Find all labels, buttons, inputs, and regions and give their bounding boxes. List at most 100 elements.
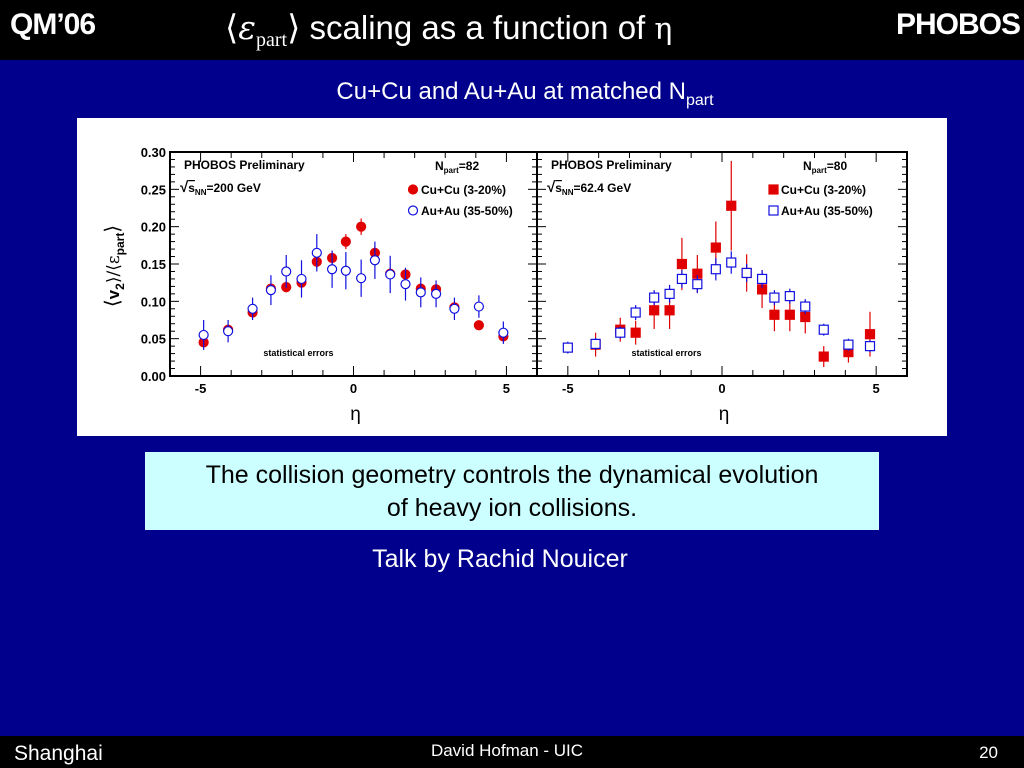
x-tick-label: 0 — [718, 381, 725, 396]
title-eta: η — [654, 12, 673, 47]
ylabel-v-sub: 2 — [113, 283, 127, 290]
data-point — [223, 326, 234, 337]
data-point — [818, 351, 829, 362]
data-point — [649, 305, 660, 316]
subtitle-sub: part — [685, 91, 714, 109]
data-point — [800, 301, 811, 312]
data-point — [692, 279, 703, 290]
energy-value: =62.4 GeV — [573, 181, 631, 195]
energy-s: s — [188, 181, 195, 195]
panel-label: PHOBOS Preliminary — [184, 158, 305, 172]
data-point — [562, 342, 573, 353]
data-point — [265, 285, 277, 296]
npart-label: Npart=82 — [435, 159, 479, 175]
panel-1: -5 0 5 0.00 0.05 0.10 0.15 0.20 0.25 0.30 η PHOBOS … — [100, 145, 538, 425]
legend-label: Cu+Cu (3-20%) — [421, 183, 506, 197]
y-axis-label: ⟨v2⟩/⟨εpart⟩ — [100, 225, 127, 307]
title-subscript: part — [255, 29, 288, 51]
npart-value: =82 — [459, 159, 480, 173]
data-point — [769, 292, 780, 303]
data-point — [385, 269, 396, 280]
ylabel-v: v — [104, 289, 123, 299]
legend-marker — [768, 184, 779, 195]
data-point — [756, 273, 768, 285]
legend-label: Au+Au (35-50%) — [421, 204, 513, 218]
y-tick-label: 0.20 — [141, 220, 166, 235]
data-point — [296, 273, 307, 285]
data-point — [498, 327, 509, 338]
data-point — [400, 279, 411, 290]
x-axis-label: η — [719, 404, 730, 425]
title-close-bracket: ⟩ — [287, 8, 301, 48]
data-point — [784, 291, 795, 302]
data-point — [356, 273, 367, 284]
legend-label: Cu+Cu (3-20%) — [781, 183, 866, 197]
data-point — [726, 200, 737, 211]
data-point — [615, 327, 626, 338]
npart-value: =80 — [827, 159, 848, 173]
slide-title: ⟨εpart⟩ scaling as a function of η — [225, 8, 672, 52]
npart-n: N — [803, 159, 812, 173]
data-point — [664, 288, 675, 299]
data-point — [726, 257, 737, 268]
title-text: scaling as a function of — [300, 9, 655, 46]
x-tick-label: 0 — [350, 381, 357, 396]
ylabel-bracket: ⟨ — [100, 299, 124, 307]
energy-root: √ — [180, 179, 189, 196]
x-tick-label: -5 — [562, 381, 574, 396]
footer-location: Shanghai — [14, 742, 103, 765]
data-point — [281, 266, 292, 277]
data-point — [864, 329, 876, 340]
title-open-bracket: ⟨ — [225, 8, 239, 48]
data-point — [676, 273, 688, 285]
ylabel-epsilon: ε — [104, 255, 124, 264]
legend-marker — [407, 184, 419, 195]
experiment-label: PHOBOS — [895, 8, 1021, 41]
data-point — [473, 320, 484, 331]
footer-bar: Shanghai David Hofman - UIC 20 — [0, 736, 1024, 768]
figure-chart: -5 0 5 0.00 0.05 0.10 0.15 0.20 0.25 0.30 η PHOBOS … — [100, 145, 908, 425]
npart-n: N — [435, 159, 444, 173]
slide-subtitle: Cu+Cu and Au+Au at matched Npart — [0, 78, 1024, 110]
conference-label: QM’06 — [10, 8, 96, 41]
data-point — [590, 338, 601, 349]
data-point — [356, 221, 367, 232]
npart-sub: part — [444, 166, 459, 175]
energy-s: s — [555, 181, 562, 195]
footnote: statistical errors — [631, 348, 701, 358]
data-point — [784, 309, 795, 320]
ylabel-bracket: ⟩ — [100, 225, 124, 233]
data-point — [449, 303, 460, 314]
data-point — [430, 288, 442, 299]
talk-reference: Talk by Rachid Nouicer — [372, 545, 628, 573]
legend-label: Au+Au (35-50%) — [781, 204, 873, 218]
data-point — [710, 264, 721, 275]
energy-sub: NN — [562, 188, 574, 197]
data-point — [369, 255, 381, 266]
data-point — [741, 267, 752, 279]
npart-sub: part — [812, 166, 827, 175]
data-point — [649, 292, 660, 303]
footer-author: David Hofman - UIC — [430, 741, 584, 760]
ylabel-divider: ⟩/⟨ — [104, 264, 124, 283]
figure-panel: -5 0 5 0.00 0.05 0.10 0.15 0.20 0.25 0.30 η PHOBOS … — [77, 118, 947, 436]
conclusion-line-1: The collision geometry controls the dyna… — [205, 461, 819, 489]
data-point — [710, 242, 721, 253]
y-tick-label: 0.05 — [141, 332, 166, 347]
slide-number: 20 — [979, 743, 998, 762]
data-point — [630, 327, 641, 338]
energy-root: √ — [547, 179, 556, 196]
data-point — [247, 303, 258, 314]
data-point — [818, 324, 829, 335]
y-tick-label: 0.00 — [141, 369, 166, 384]
y-tick-label: 0.25 — [141, 182, 166, 197]
series-2 — [198, 234, 509, 350]
footnote: statistical errors — [263, 348, 333, 358]
y-tick-label: 0.15 — [141, 257, 166, 272]
ylabel-eps-sub: part — [113, 233, 127, 256]
data-point — [769, 309, 780, 320]
energy-sub: NN — [195, 188, 207, 197]
data-point — [198, 329, 209, 341]
conclusion-box: The collision geometry controls the dyna… — [145, 452, 879, 530]
title-bar: QM’06 ⟨εpart⟩ scaling as a function of η… — [0, 0, 1024, 60]
